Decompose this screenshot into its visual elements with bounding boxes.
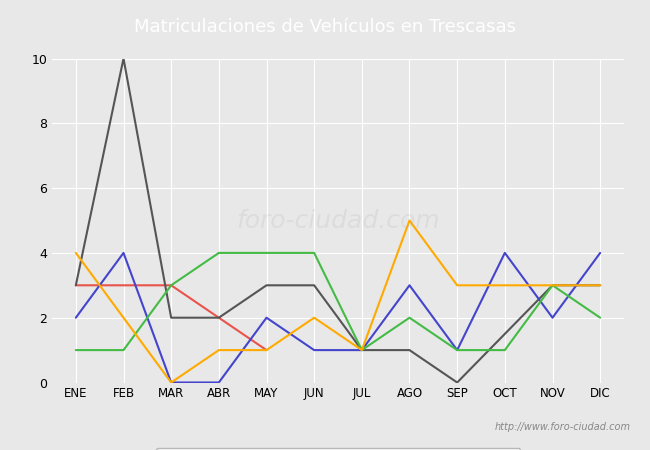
Text: http://www.foro-ciudad.com: http://www.foro-ciudad.com — [495, 422, 630, 432]
Legend: 2024, 2023, 2022, 2021, 2020: 2024, 2023, 2022, 2021, 2020 — [156, 448, 520, 450]
Text: Matriculaciones de Vehículos en Trescasas: Matriculaciones de Vehículos en Trescasa… — [134, 18, 516, 36]
Text: foro-ciudad.com: foro-ciudad.com — [236, 208, 440, 233]
